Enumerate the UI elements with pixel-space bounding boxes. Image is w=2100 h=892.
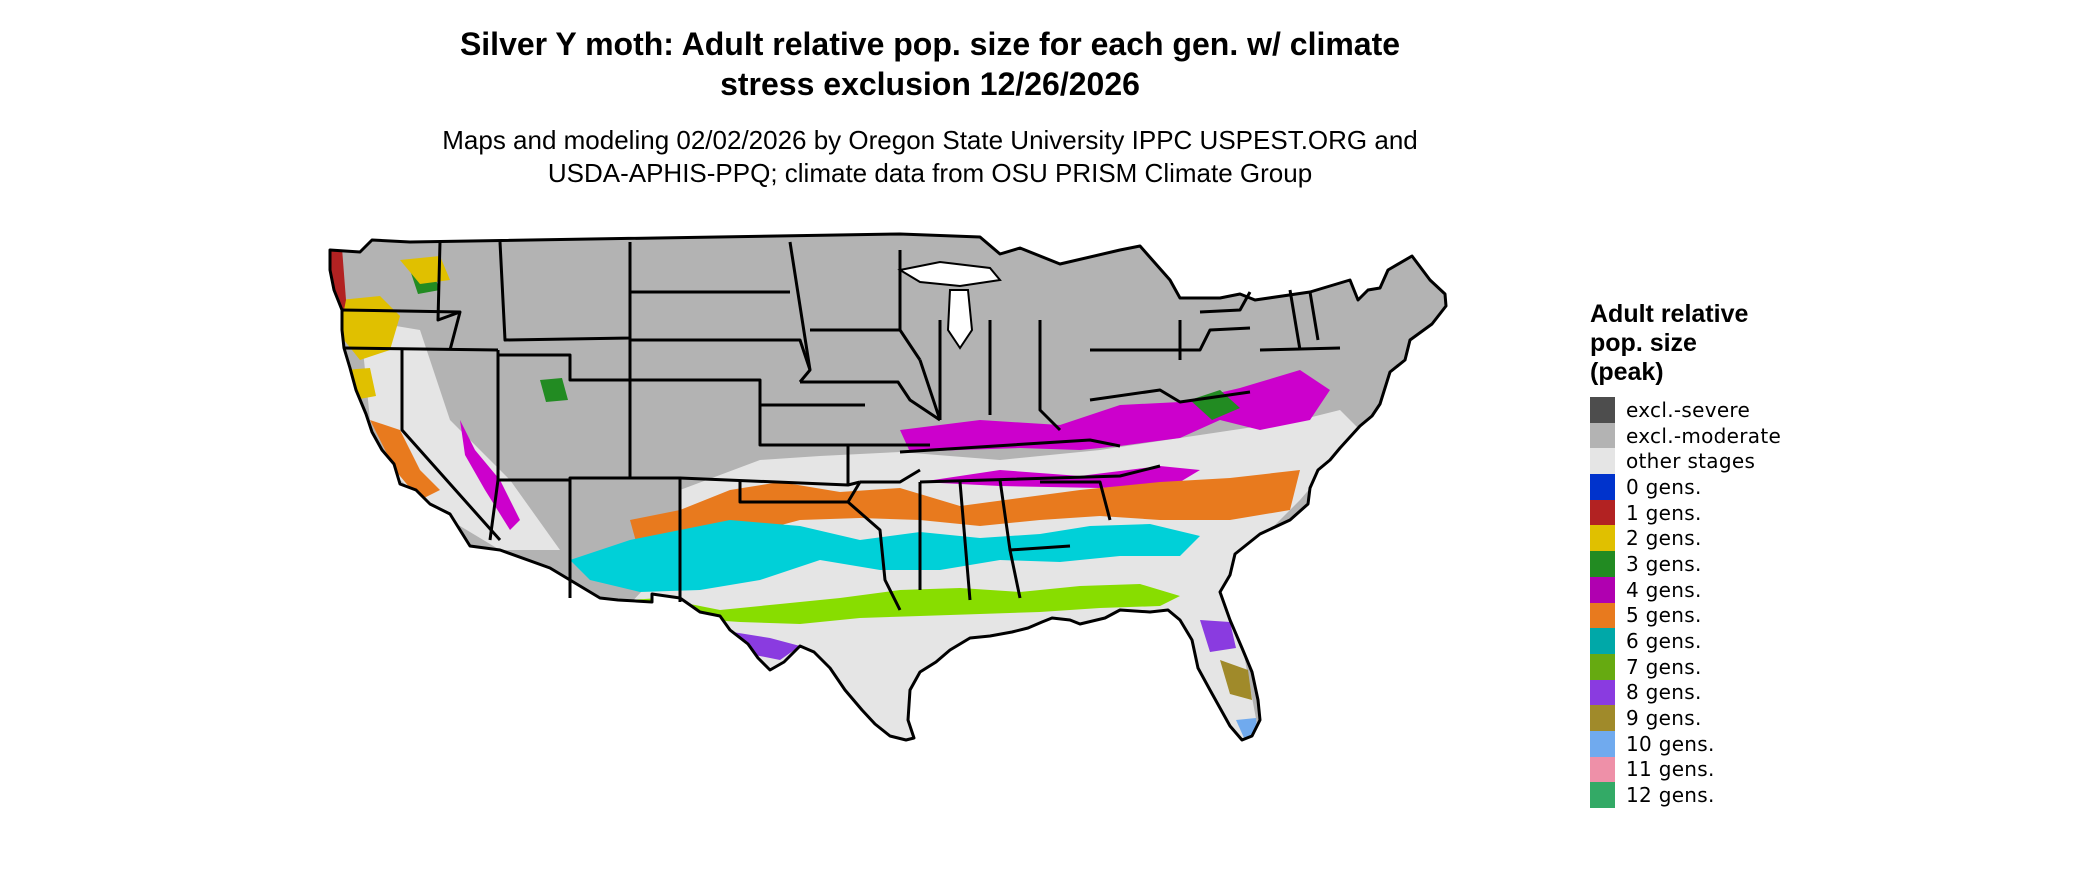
legend-swatch [1590,576,1615,603]
legend-item: 2 gens. [1590,525,2010,552]
legend-swatch [1590,448,1615,475]
other-stages-west [360,320,560,550]
lake-michigan [946,289,974,350]
legend-item: 3 gens. [1590,551,2010,577]
map-legend: Adult relative pop. size (peak) excl.-se… [1590,300,2010,808]
legend-label: 0 gens. [1626,474,1702,499]
map-subtitle: Maps and modeling 02/02/2026 by Oregon S… [380,124,1480,190]
legend-swatch [1590,679,1615,706]
great-lakes [897,260,1002,350]
legend-swatch [1590,474,1615,500]
legend-item: 1 gens. [1590,499,2010,526]
title-line-2: stress exclusion 12/26/2026 [720,66,1140,102]
title-line-1: Silver Y moth: Adult relative pop. size … [459,26,1401,62]
gen4-west [460,420,520,530]
legend-label: 2 gens. [1626,526,1702,551]
legend-label: 11 gens. [1626,757,1715,782]
legend-swatch [1590,782,1615,808]
legend-item: 0 gens. [1590,474,2010,500]
legend-swatch [1590,628,1615,654]
legend-title: Adult relative pop. size (peak) [1590,300,2010,387]
legend-label: 9 gens. [1626,706,1702,731]
us-map [328,232,1448,742]
legend-title-line-3: (peak) [1590,358,1664,386]
gen5-band [630,470,1300,556]
legend-swatch [1590,653,1615,680]
legend-item: excl.-moderate [1590,422,2010,449]
legend-label: 1 gens. [1626,500,1702,525]
gen2-patch-2 [400,256,450,284]
legend-item: 7 gens. [1590,653,2010,680]
legend-label: excl.-severe [1626,397,1751,422]
legend-swatch [1590,397,1615,423]
lake-superior [897,260,1002,288]
legend-item: 8 gens. [1590,679,2010,706]
legend-item: 10 gens. [1590,730,2010,757]
gen4-band [900,370,1330,452]
legend-item: other stages [1590,448,2010,475]
legend-item: 12 gens. [1590,782,2010,808]
legend-swatch [1590,499,1615,526]
gen5-west [370,420,440,500]
legend-swatch [1590,602,1615,629]
legend-title-line-1: Adult relative [1590,300,1749,328]
legend-item: 5 gens. [1590,602,2010,629]
legend-label: excl.-moderate [1626,423,1782,448]
legend-item: 4 gens. [1590,576,2010,603]
gen3-patch-3 [540,378,568,402]
gen8-florida [1200,620,1236,652]
legend-swatch [1590,551,1615,577]
legend-label: 8 gens. [1626,680,1702,705]
gen6-band [570,520,1200,592]
legend-label: 10 gens. [1626,731,1715,756]
legend-swatch [1590,730,1615,757]
subtitle-line-1: Maps and modeling 02/02/2026 by Oregon S… [442,125,1418,155]
gen7-band [600,584,1180,624]
legend-title-line-2: pop. size [1590,329,1697,357]
gen9-florida [1220,660,1252,700]
legend-label: 7 gens. [1626,654,1702,679]
map-title: Silver Y moth: Adult relative pop. size … [380,24,1480,104]
gen9-patch [720,670,770,696]
legend-swatch [1590,422,1615,449]
legend-label: 12 gens. [1626,783,1715,808]
legend-label: 4 gens. [1626,577,1702,602]
legend-swatch [1590,525,1615,552]
legend-swatch [1590,705,1615,731]
legend-label: other stages [1626,449,1756,474]
legend-items: excl.-severe excl.-moderate other stages 0 … [1590,397,2010,808]
us-outline-border [328,232,1448,742]
legend-item: 6 gens. [1590,628,2010,654]
subtitle-line-2: USDA-APHIS-PPQ; climate data from OSU PR… [547,158,1313,188]
legend-label: 5 gens. [1626,603,1702,628]
legend-label: 6 gens. [1626,629,1702,654]
legend-swatch [1590,756,1615,783]
legend-item: 11 gens. [1590,756,2010,783]
legend-item: excl.-severe [1590,397,2010,423]
legend-label: 3 gens. [1626,551,1702,576]
legend-item: 9 gens. [1590,705,2010,731]
state-borders [328,232,1448,742]
